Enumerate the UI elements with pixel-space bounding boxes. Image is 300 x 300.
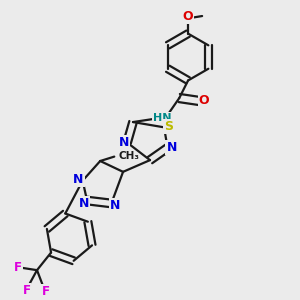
Text: N: N	[79, 197, 89, 210]
Text: CH₃: CH₃	[119, 151, 140, 161]
Text: HN: HN	[153, 113, 172, 123]
Text: F: F	[42, 285, 50, 298]
Text: N: N	[118, 136, 129, 149]
Text: O: O	[183, 10, 194, 23]
Text: N: N	[74, 173, 84, 186]
Text: N: N	[167, 141, 177, 154]
Text: N: N	[110, 199, 120, 212]
Text: O: O	[199, 94, 209, 107]
Text: F: F	[14, 261, 22, 274]
Text: S: S	[164, 120, 173, 133]
Text: F: F	[22, 284, 31, 297]
